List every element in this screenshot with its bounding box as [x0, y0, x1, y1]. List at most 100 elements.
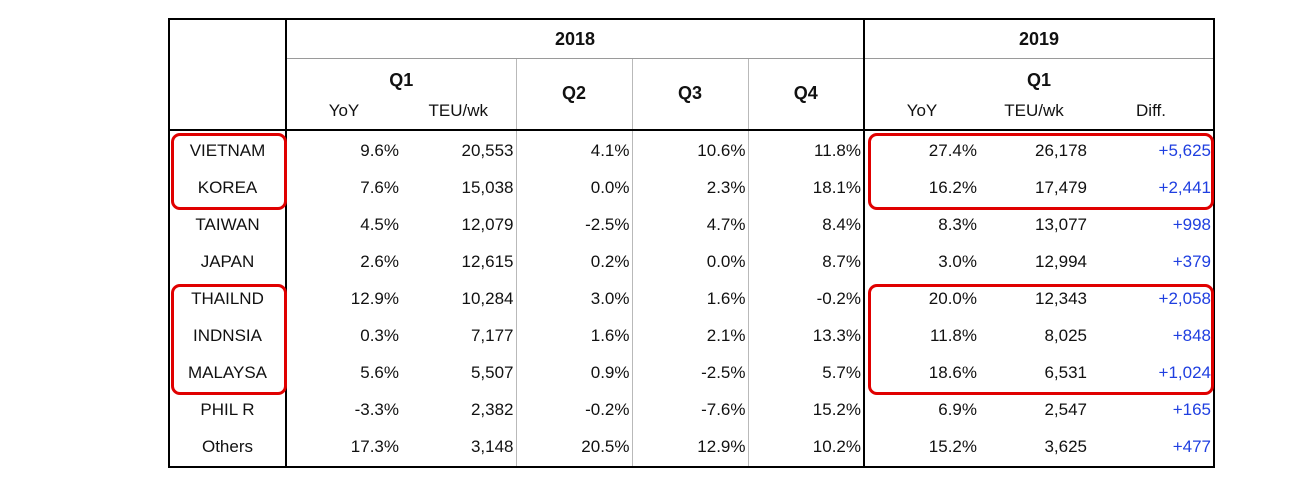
- cell-diff: +998: [1172, 215, 1211, 234]
- cell-q1-2019-teu: 2,547: [1044, 400, 1087, 419]
- table-row: Others 17.3% 3,148 20.5% 12.9% 10.2% 15.2% 3,62…: [169, 428, 1214, 467]
- cell-diff: +5,625: [1158, 141, 1211, 160]
- cell-q1-2018-teu: 2,382: [470, 400, 514, 419]
- cell-q1-2019-teu: 6,531: [1044, 363, 1087, 382]
- cell-q1-2019-yoy: 16.2%: [863, 169, 979, 207]
- cell-q2-2018: -2.5%: [515, 206, 632, 244]
- cell-q2-2018: 20.5%: [515, 428, 632, 467]
- cell-q1-2019-teu: 12,994: [1035, 252, 1087, 271]
- header-q1-2019: Q1: [863, 58, 1214, 93]
- table-row: TAIWAN 4.5% 12,079 -2.5% 4.7% 8.4% 8.3% 13,077 +…: [169, 206, 1214, 244]
- traffic-table: 2018 2019 Q1 Q2 Q3 Q4 Q1 YoY TEU/wk YoY …: [168, 18, 1215, 468]
- cell-q1-2019-teu: 26,178: [1035, 141, 1087, 160]
- cell-q1-2018-teu: 5,507: [470, 363, 514, 382]
- cell-country: THAILND: [191, 289, 264, 308]
- cell-q1-2018-teu: 12,079: [461, 215, 514, 234]
- cell-q1-2018-teu: 7,177: [470, 326, 514, 345]
- cell-q3-2018: -2.5%: [631, 354, 748, 392]
- table-row: INDNSIA 0.3% 7,177 1.6% 2.1% 13.3% 11.8% 8,025 +…: [169, 317, 1214, 355]
- cell-q3-2018: 2.3%: [631, 169, 748, 207]
- cell-q1-2019-yoy: 27.4%: [863, 129, 979, 170]
- cell-q2-2018: -0.2%: [515, 391, 632, 429]
- header-yoy-2019: YoY: [863, 92, 979, 131]
- cell-q1-2019-yoy: 8.3%: [863, 206, 979, 244]
- cell-q1-2018-yoy: 12.9%: [285, 280, 401, 318]
- header-diff-2019: Diff.: [1089, 92, 1214, 131]
- cell-q1-2019-yoy: 18.6%: [863, 354, 979, 392]
- header-q2-2018: Q2: [515, 58, 632, 131]
- cell-q4-2018: 8.4%: [747, 206, 864, 244]
- table-row: PHIL R -3.3% 2,382 -0.2% -7.6% 15.2% 6.9% 2,547…: [169, 391, 1214, 429]
- cell-country: KOREA: [197, 178, 258, 197]
- cell-q1-2018-yoy: 5.6%: [285, 354, 401, 392]
- cell-diff: +379: [1172, 252, 1211, 271]
- table-row: MALAYSA 5.6% 5,507 0.9% -2.5% 5.7% 18.6% 6,531 +…: [169, 354, 1214, 392]
- cell-q4-2018: 18.1%: [747, 169, 864, 207]
- cell-diff: +2,058: [1158, 289, 1211, 308]
- header-year-2019: 2019: [863, 19, 1214, 59]
- header-q4-2018: Q4: [747, 58, 864, 131]
- cell-q1-2019-yoy: 3.0%: [863, 243, 979, 281]
- header-yoy-2018: YoY: [285, 92, 401, 131]
- cell-q4-2018: 11.8%: [747, 129, 864, 170]
- corner-cell: [169, 19, 286, 131]
- header-year-2018: 2018: [285, 19, 864, 59]
- cell-diff: +1,024: [1158, 363, 1211, 382]
- cell-q1-2019-teu: 8,025: [1044, 326, 1087, 345]
- table-row: VIETNAM 9.6% 20,553 4.1% 10.6% 11.8% 27.4% 26,1…: [169, 129, 1214, 170]
- header-teu-2018: TEU/wk: [401, 92, 516, 131]
- header-q1-2018: Q1: [285, 58, 516, 93]
- cell-q4-2018: 8.7%: [747, 243, 864, 281]
- cell-diff: +477: [1172, 437, 1211, 456]
- cell-q3-2018: 4.7%: [631, 206, 748, 244]
- cell-q1-2018-yoy: 7.6%: [285, 169, 401, 207]
- cell-q2-2018: 0.2%: [515, 243, 632, 281]
- cell-country: MALAYSA: [187, 363, 268, 382]
- cell-q4-2018: -0.2%: [747, 280, 864, 318]
- header-teu-2019: TEU/wk: [979, 92, 1089, 131]
- cell-q3-2018: -7.6%: [631, 391, 748, 429]
- cell-q1-2019-teu: 12,343: [1035, 289, 1087, 308]
- cell-q1-2018-yoy: 0.3%: [285, 317, 401, 355]
- cell-diff: +165: [1172, 400, 1211, 419]
- table-body: VIETNAM 9.6% 20,553 4.1% 10.6% 11.8% 27.4% 26,1…: [169, 129, 1214, 467]
- cell-q2-2018: 3.0%: [515, 280, 632, 318]
- cell-q1-2018-teu: 15,038: [461, 178, 514, 197]
- cell-country: VIETNAM: [189, 141, 266, 160]
- cell-q2-2018: 4.1%: [515, 129, 632, 170]
- cell-country: Others: [201, 437, 254, 456]
- cell-q4-2018: 13.3%: [747, 317, 864, 355]
- cell-q4-2018: 5.7%: [747, 354, 864, 392]
- cell-q1-2018-yoy: 4.5%: [285, 206, 401, 244]
- cell-country: TAIWAN: [195, 215, 260, 234]
- cell-q1-2018-yoy: 9.6%: [285, 129, 401, 170]
- cell-q1-2018-teu: 12,615: [461, 252, 514, 271]
- cell-q3-2018: 2.1%: [631, 317, 748, 355]
- cell-q1-2018-teu: 10,284: [461, 289, 514, 308]
- header-q3-2018: Q3: [631, 58, 748, 131]
- cell-q3-2018: 0.0%: [631, 243, 748, 281]
- cell-q1-2019-teu: 3,625: [1044, 437, 1087, 456]
- cell-q1-2018-teu: 3,148: [470, 437, 514, 456]
- cell-country: JAPAN: [200, 252, 255, 271]
- table-row: JAPAN 2.6% 12,615 0.2% 0.0% 8.7% 3.0% 12,994 +37…: [169, 243, 1214, 281]
- cell-q4-2018: 10.2%: [747, 428, 864, 467]
- cell-q1-2019-yoy: 6.9%: [863, 391, 979, 429]
- cell-q1-2018-teu: 20,553: [461, 141, 514, 160]
- cell-q2-2018: 1.6%: [515, 317, 632, 355]
- cell-q1-2019-teu: 17,479: [1035, 178, 1087, 197]
- cell-q1-2018-yoy: 17.3%: [285, 428, 401, 467]
- table-row: THAILND 12.9% 10,284 3.0% 1.6% -0.2% 20.0% 12,3…: [169, 280, 1214, 318]
- cell-q3-2018: 1.6%: [631, 280, 748, 318]
- cell-q2-2018: 0.9%: [515, 354, 632, 392]
- cell-q2-2018: 0.0%: [515, 169, 632, 207]
- table-row: KOREA 7.6% 15,038 0.0% 2.3% 18.1% 16.2% 17,479 +…: [169, 169, 1214, 207]
- cell-q3-2018: 10.6%: [631, 129, 748, 170]
- cell-diff: +2,441: [1158, 178, 1211, 197]
- cell-q1-2019-yoy: 15.2%: [863, 428, 979, 467]
- cell-q1-2018-yoy: -3.3%: [285, 391, 401, 429]
- cell-q4-2018: 15.2%: [747, 391, 864, 429]
- cell-q1-2019-yoy: 20.0%: [863, 280, 979, 318]
- cell-q3-2018: 12.9%: [631, 428, 748, 467]
- cell-country: PHIL R: [200, 400, 255, 419]
